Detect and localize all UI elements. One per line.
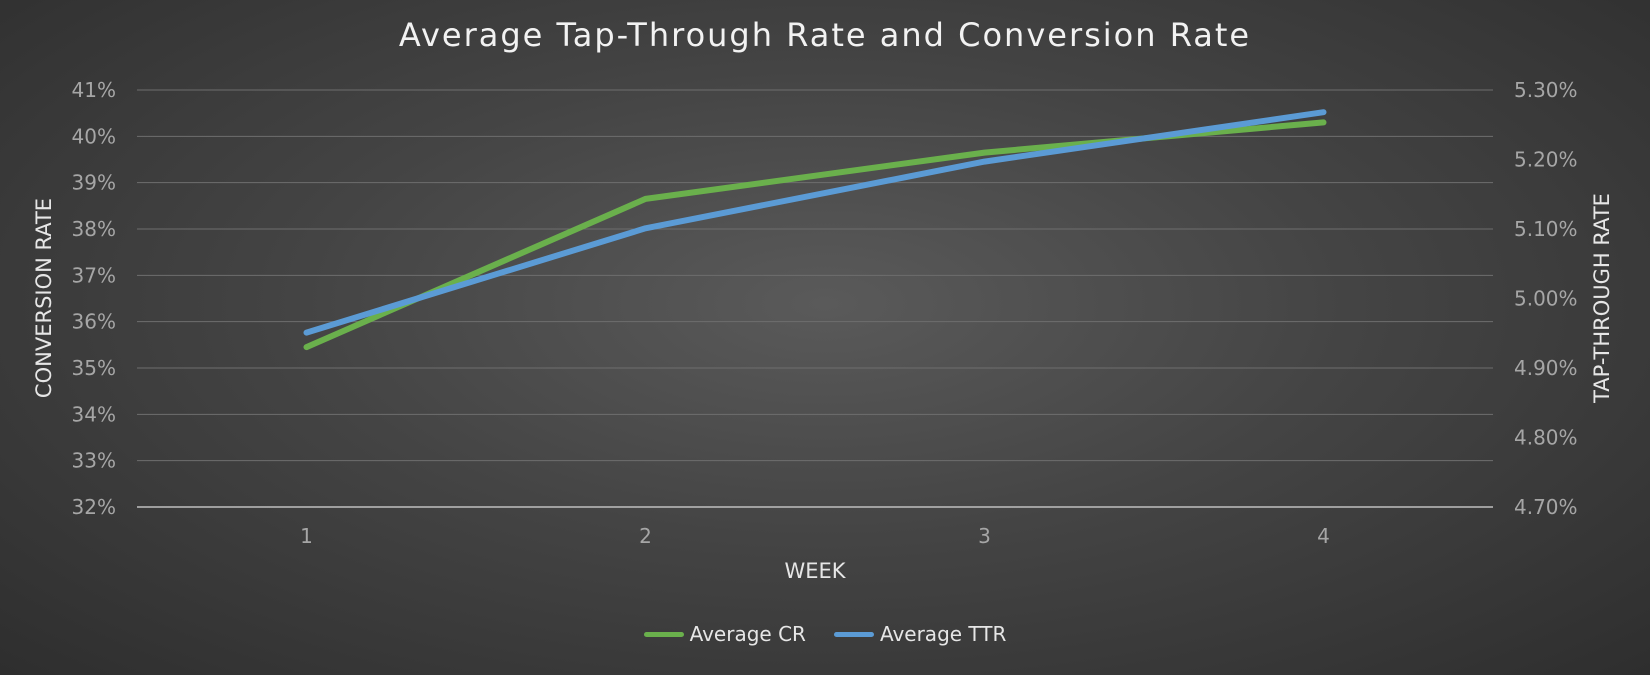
y-right-tick-label: 5.10%	[1514, 217, 1578, 241]
y-right-tick-label: 5.20%	[1514, 148, 1578, 172]
y-right-axis-title: TAP-THROUGH RATE	[1590, 193, 1614, 404]
series-layer	[303, 109, 1327, 351]
y-left-axis-title: CONVERSION RATE	[32, 198, 56, 398]
legend-item-ttr: Average TTR	[833, 622, 1007, 646]
series-line-ttr	[303, 109, 1327, 336]
legend-label-ttr: Average TTR	[879, 622, 1007, 646]
y-left-tick-label: 35%	[72, 356, 116, 380]
axis-layer: 32% 33% 34% 35% 36% 37% 38% 39% 40% 41% 4.70% 4.80%…	[72, 78, 1578, 548]
series-line-cr	[303, 119, 1327, 351]
grid-layer	[137, 89, 1493, 508]
x-tick-label: 2	[639, 524, 652, 548]
y-left-tick-label: 39%	[72, 171, 116, 195]
legend-item-cr: Average CR	[643, 622, 806, 646]
y-left-tick-label: 41%	[72, 78, 116, 102]
y-right-tick-label: 4.90%	[1514, 356, 1578, 380]
y-right-tick-label: 4.70%	[1514, 495, 1578, 519]
x-tick-label: 4	[1317, 524, 1330, 548]
y-right-tick-label: 5.30%	[1514, 78, 1578, 102]
x-tick-label: 1	[300, 524, 313, 548]
legend-swatch-cr	[643, 631, 684, 637]
y-left-tick-label: 33%	[72, 449, 116, 473]
y-right-tick-label: 4.80%	[1514, 426, 1578, 450]
y-right-tick-label: 5.00%	[1514, 287, 1578, 311]
y-left-tick-label: 34%	[72, 402, 116, 426]
legend: Average CR Average TTR	[0, 622, 1650, 646]
x-tick-label: 3	[978, 524, 991, 548]
legend-swatch-ttr	[833, 631, 874, 637]
y-left-tick-label: 32%	[72, 495, 116, 519]
y-left-tick-label: 38%	[72, 217, 116, 241]
x-axis-title: WEEK	[784, 559, 846, 583]
y-left-tick-label: 37%	[72, 263, 116, 287]
y-left-tick-label: 36%	[72, 310, 116, 334]
y-left-tick-label: 40%	[72, 124, 116, 148]
legend-label-cr: Average CR	[689, 622, 806, 646]
chart-title: Average Tap-Through Rate and Conversion …	[398, 16, 1252, 54]
